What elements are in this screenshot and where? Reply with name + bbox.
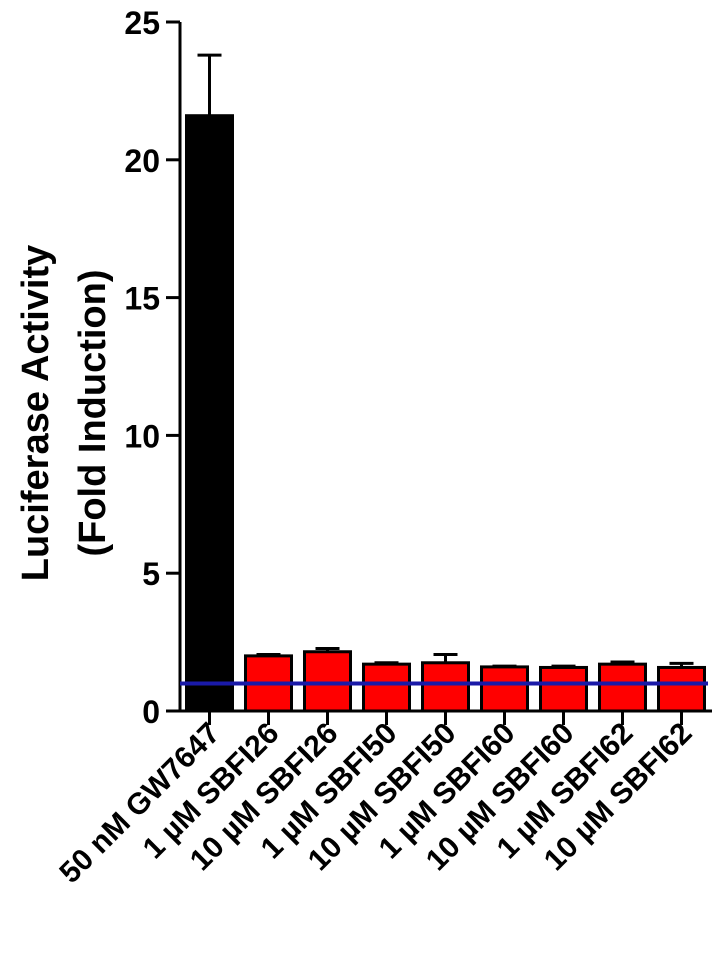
bar [303,650,352,713]
y-axis-label-line1: Luciferase Activity [15,245,57,582]
bar [657,665,706,713]
axes [178,22,712,713]
bar [362,662,411,713]
bar [539,665,588,713]
y-axis-label-line2: (Fold Induction) [72,269,114,556]
bar [185,114,234,713]
y-ticks: 0 5 10 15 20 25 [124,5,180,730]
y-axis-label: Luciferase Activity (Fold Induction) [15,245,114,582]
y-tick-label: 25 [124,5,160,41]
y-tick-label: 20 [124,143,160,179]
y-tick-label: 15 [124,281,160,317]
bar [421,661,470,713]
y-tick-label: 0 [142,694,160,730]
y-tick-label: 10 [124,418,160,454]
bar [480,665,529,713]
y-tick-label: 5 [142,556,160,592]
bars [185,114,706,713]
bar [598,662,647,713]
error-bars [197,53,694,668]
